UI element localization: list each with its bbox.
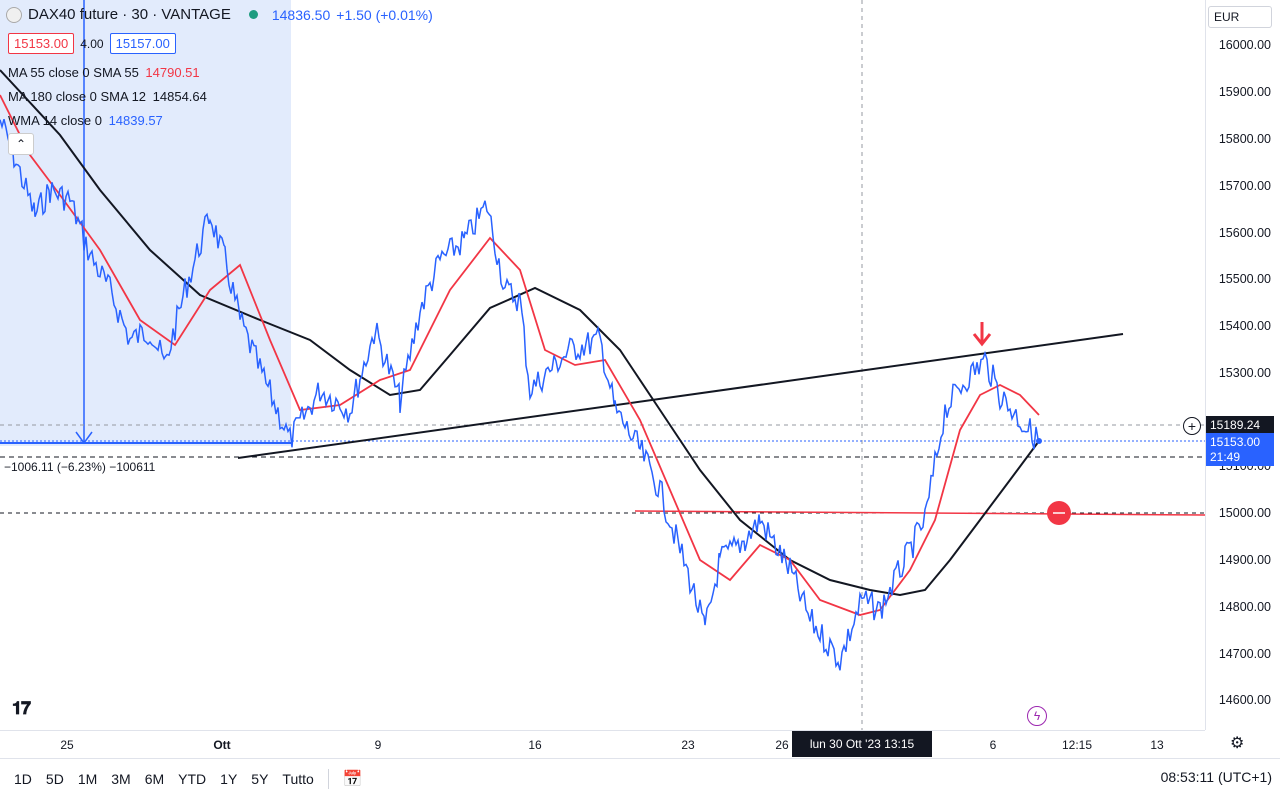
- sell-button[interactable]: 15153.00: [8, 33, 75, 54]
- y-tick: 15700.00: [1218, 179, 1271, 193]
- y-tick: 14700.00: [1218, 647, 1271, 661]
- y-tick: 15400.00: [1218, 319, 1271, 333]
- indicator-ma180[interactable]: MA 180 close 0 SMA 12 14854.64: [8, 89, 210, 104]
- measure-range-label: −1006.11 (−6.23%) −100611: [0, 459, 160, 475]
- timeframe-ytd[interactable]: YTD: [178, 771, 207, 787]
- price-axis[interactable]: 16000.00 15900.00 15800.00 15700.00 1560…: [1205, 0, 1280, 730]
- y-tick: 15500.00: [1218, 272, 1271, 286]
- last-price-dot: [1036, 438, 1042, 444]
- header-price: 14836.50: [271, 6, 331, 23]
- market-open-icon: [248, 10, 258, 19]
- timeframe-5d[interactable]: 5D: [45, 771, 64, 787]
- x-tick: 16: [528, 738, 542, 752]
- indicator-label: MA 55 close 0 SMA 55: [8, 65, 139, 80]
- y-tick: 15300.00: [1218, 366, 1271, 380]
- add-alert-plus-icon[interactable]: +: [1183, 417, 1201, 435]
- x-tick: Ott: [213, 738, 231, 752]
- x-tick: 6: [989, 738, 997, 752]
- timeframe-3m[interactable]: 3M: [111, 771, 131, 787]
- chevron-up-icon: ⌃: [15, 137, 27, 151]
- symbol-title[interactable]: DAX40 future · 30 · VANTAGE: [28, 6, 231, 23]
- timeframe-1d[interactable]: 1D: [14, 771, 32, 787]
- indicator-value: 14839.57: [108, 113, 163, 128]
- crosshair-price-label: 15189.24: [1206, 416, 1274, 434]
- y-tick: 15800.00: [1218, 132, 1271, 146]
- timeframe-1m[interactable]: 1M: [77, 771, 98, 787]
- time-axis[interactable]: 25 Ott 9 16 23 26 6 12:15 13 lun 30 Ott …: [0, 730, 1205, 758]
- y-tick: 14800.00: [1218, 600, 1271, 614]
- indicator-wma14[interactable]: WMA 14 close 0 14839.57: [8, 113, 166, 128]
- symbol-header: DAX40 future · 30 · VANTAGE 14836.50 +1.…: [6, 6, 433, 23]
- currency-select[interactable]: EUR: [1208, 6, 1272, 28]
- timeframe-5y[interactable]: 5Y: [251, 771, 269, 787]
- symbol-icon: [6, 6, 22, 23]
- timeframe-1y[interactable]: 1Y: [220, 771, 238, 787]
- y-tick: 15000.00: [1218, 506, 1271, 520]
- crosshair-time-label: lun 30 Ott '23 13:15: [792, 731, 932, 757]
- calendar-icon[interactable]: 📅: [342, 771, 363, 788]
- collapse-indicators-button[interactable]: ⌃: [8, 133, 34, 155]
- red-horizontal-level: [634, 510, 1205, 516]
- trendline-support: [237, 333, 1124, 459]
- measure-range-highlight: [0, 0, 291, 446]
- indicator-value: 14854.64: [152, 89, 207, 104]
- flash-icon[interactable]: ϟ: [1027, 706, 1047, 726]
- tradingview-logo[interactable]: 𝟏𝟕: [12, 698, 31, 718]
- indicator-ma55[interactable]: MA 55 close 0 SMA 55 14790.51: [8, 65, 203, 80]
- trade-panel: 15153.00 4.00 15157.00: [8, 33, 176, 54]
- y-tick: 15600.00: [1218, 226, 1271, 240]
- clock[interactable]: 08:53:11 (UTC+1): [1160, 769, 1272, 785]
- buy-button[interactable]: 15157.00: [109, 33, 176, 54]
- last-price-label: 15153.00: [1206, 433, 1274, 451]
- indicator-label: WMA 14 close 0: [8, 113, 102, 128]
- down-arrow-icon: [972, 322, 992, 347]
- price-chart[interactable]: [0, 0, 1205, 730]
- indicator-value: 14790.51: [145, 65, 200, 80]
- indicator-label: MA 180 close 0 SMA 12: [8, 89, 147, 104]
- x-tick: 13: [1150, 738, 1164, 752]
- bottom-toolbar: 1D 5D 1M 3M 6M YTD 1Y 5Y Tutto 📅 08:53:1…: [0, 758, 1280, 799]
- timeframe-6m[interactable]: 6M: [144, 771, 165, 787]
- x-tick: 12:15: [1061, 738, 1093, 752]
- price-line: [0, 119, 1040, 671]
- x-tick: 9: [374, 738, 382, 752]
- y-tick: 14900.00: [1218, 553, 1271, 567]
- ma180-line: [0, 69, 1040, 597]
- toolbar-divider: [327, 769, 329, 789]
- header-change: +1.50 (+0.01%): [336, 6, 433, 23]
- bar-countdown-label: 21:49: [1206, 448, 1274, 466]
- gear-icon[interactable]: ⚙: [1230, 735, 1245, 752]
- x-tick: 23: [681, 738, 695, 752]
- y-tick: 14600.00: [1218, 693, 1271, 707]
- ma55-line: [0, 94, 1040, 616]
- y-tick: 15900.00: [1218, 85, 1271, 99]
- y-tick: 16000.00: [1218, 38, 1271, 52]
- spread-value: 4.00: [80, 36, 104, 51]
- x-tick: 26: [775, 738, 789, 752]
- timeframe-all[interactable]: Tutto: [282, 771, 314, 787]
- x-tick: 25: [60, 738, 74, 752]
